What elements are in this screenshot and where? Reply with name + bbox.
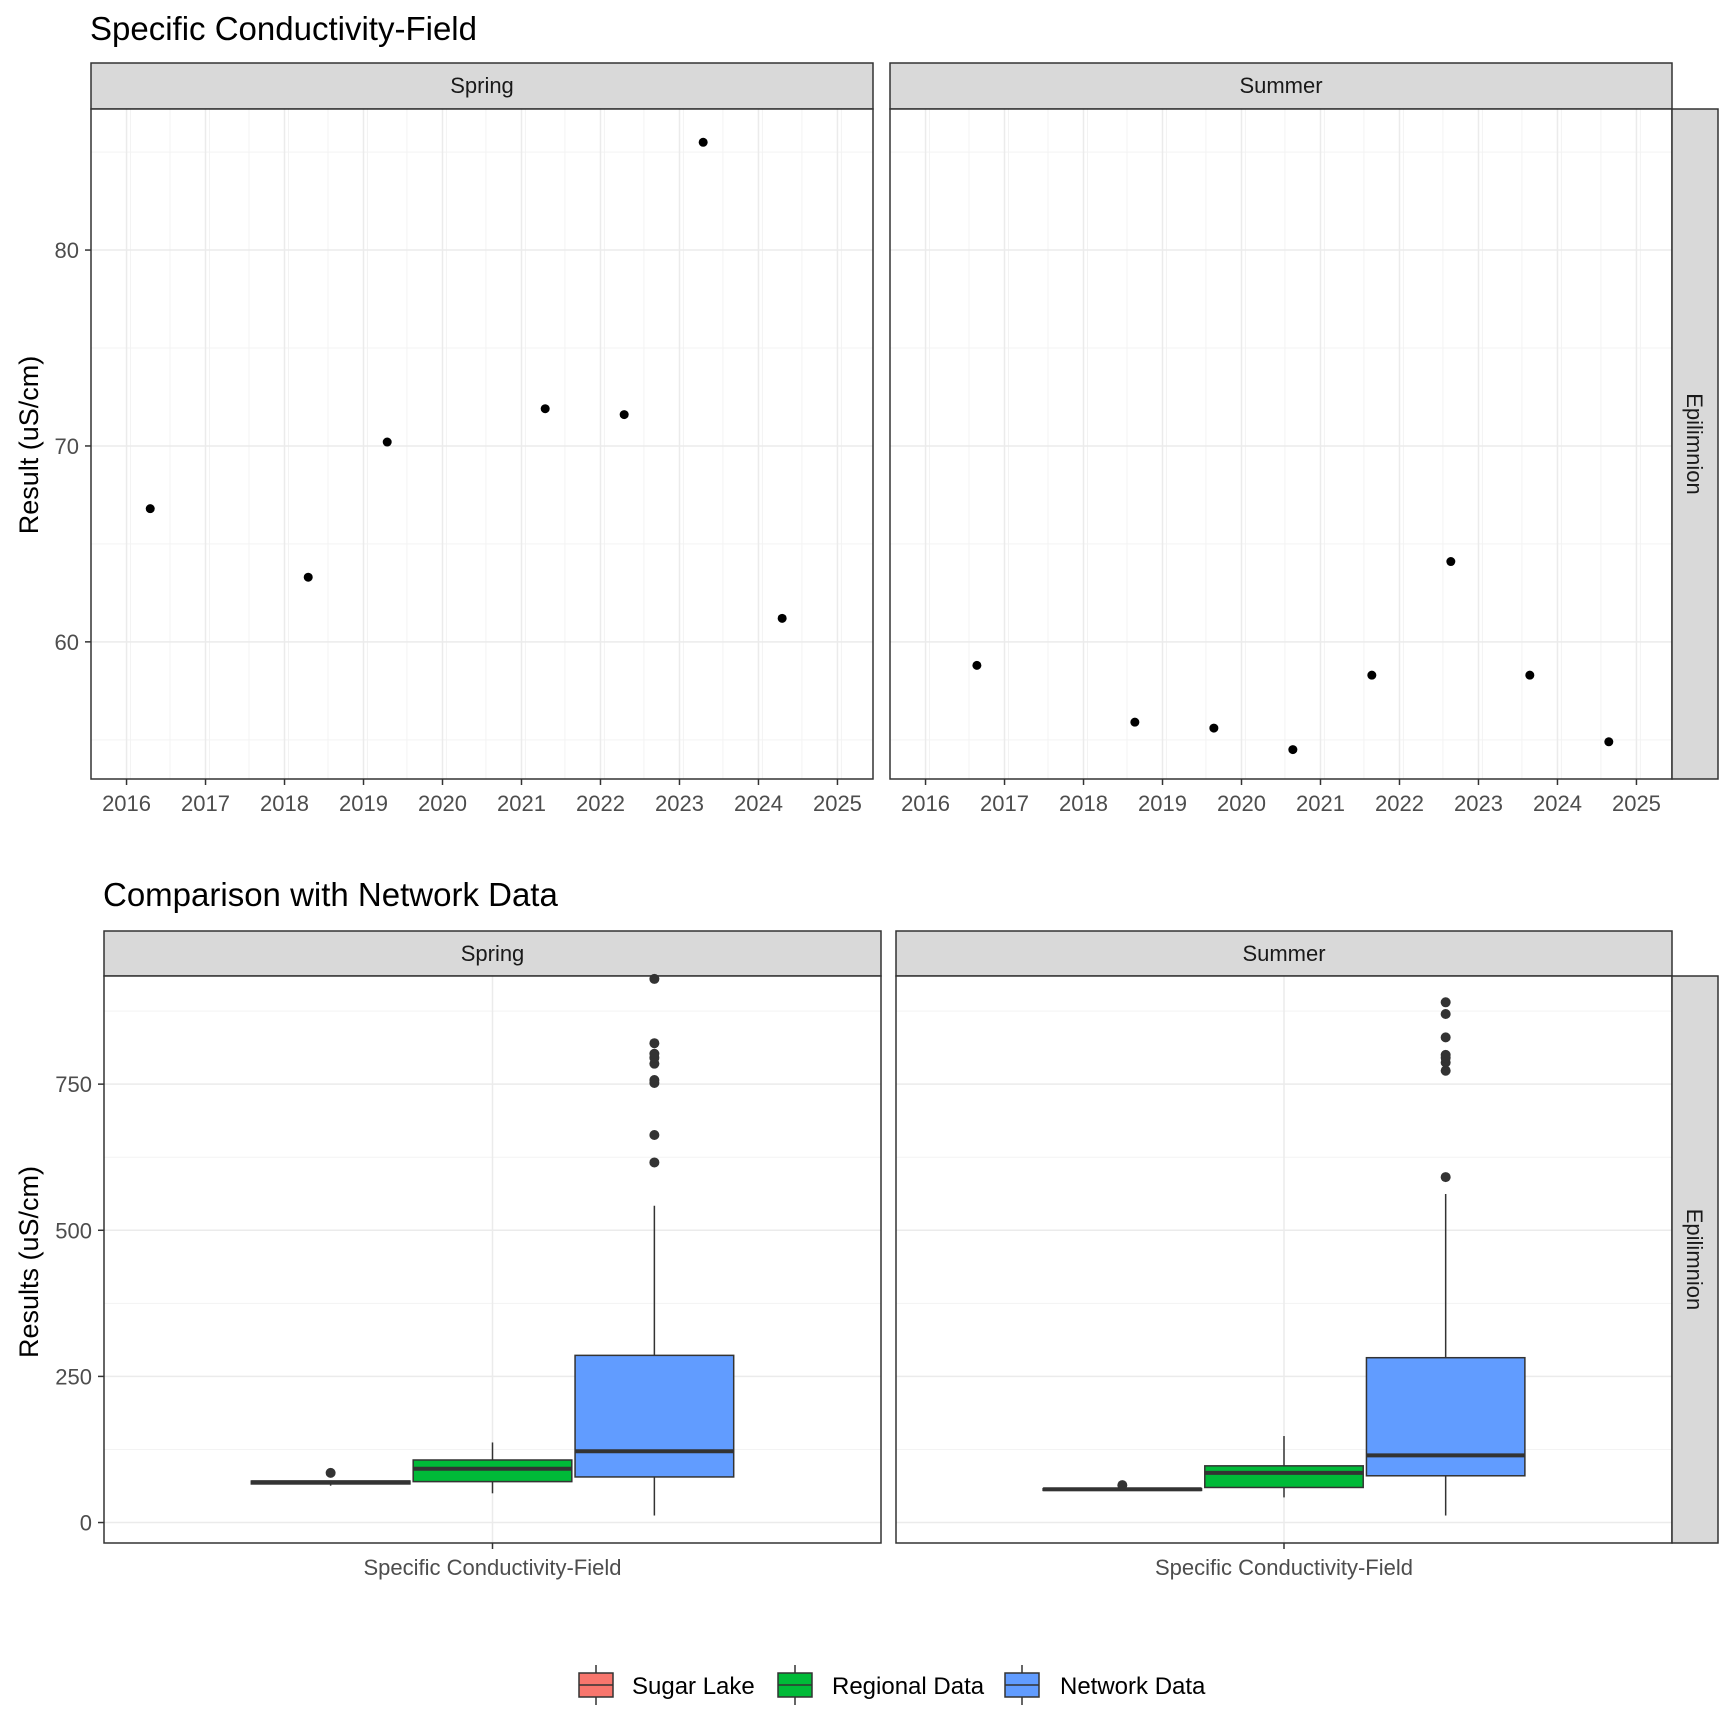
data-point	[972, 660, 982, 670]
facet-strip-label: Summer	[1239, 73, 1322, 98]
data-point	[382, 437, 392, 447]
legend: Sugar Lake Regional Data Network Data	[578, 1665, 1206, 1705]
chart-layer: Spring 2016 2017 2018 2019 2020 2021 2022 2023 20…	[55, 62, 1719, 1580]
facet-strip-spring	[103, 930, 882, 977]
box-outlier	[649, 1129, 660, 1140]
y-tick-label: 750	[55, 1072, 92, 1097]
legend-label: Regional Data	[832, 1673, 985, 1700]
x-tick-label: 2018	[260, 791, 309, 816]
box-network-data	[1365, 1356, 1526, 1477]
facet-strip-summer	[889, 62, 1673, 110]
legend-label: Network Data	[1060, 1673, 1206, 1700]
row-strip	[1671, 108, 1719, 780]
x-tick-label: 2023	[1454, 791, 1503, 816]
x-tick-label: 2017	[980, 791, 1029, 816]
data-point	[145, 504, 155, 514]
x-tick-label: 2022	[1375, 791, 1424, 816]
box-outlier	[1440, 1065, 1451, 1076]
box-outlier	[1440, 1032, 1451, 1043]
box-regional-data	[412, 1459, 573, 1483]
data-point	[698, 137, 708, 147]
legend-label: Sugar Lake	[632, 1673, 755, 1700]
box-outlier	[649, 1048, 660, 1059]
x-tick-label: 2017	[181, 791, 230, 816]
panel-bg	[91, 109, 873, 779]
x-tick-label: 2025	[1612, 791, 1661, 816]
panel-bg	[890, 109, 1672, 779]
facet-strip-summer	[895, 930, 1673, 977]
x-tick-label: Specific Conductivity-Field	[364, 1555, 622, 1580]
box-outlier	[649, 1157, 660, 1168]
y-tick-label: 250	[55, 1364, 92, 1389]
data-point	[540, 404, 550, 414]
x-tick-label: 2019	[1138, 791, 1187, 816]
y-tick-label: 80	[55, 238, 79, 263]
box-network-data	[574, 1354, 735, 1478]
data-point	[1288, 745, 1298, 755]
y-tick-label: 70	[55, 434, 79, 459]
data-point	[777, 613, 787, 623]
data-point	[303, 572, 313, 582]
box-outlier	[1440, 1008, 1451, 1019]
row-strip-label: Epilimnion	[1682, 1209, 1707, 1311]
facet-strip-label: Spring	[461, 941, 525, 966]
x-tick-label: 2024	[734, 791, 783, 816]
x-tick-label: Specific Conductivity-Field	[1155, 1555, 1413, 1580]
box-outlier	[1440, 1049, 1451, 1060]
data-point	[1130, 717, 1140, 727]
box-outlier	[649, 1075, 660, 1086]
panel-border	[90, 108, 874, 780]
x-tick-label: 2022	[576, 791, 625, 816]
x-tick-label: 2024	[1533, 791, 1582, 816]
row-strip	[1671, 975, 1719, 1544]
data-point	[1446, 557, 1456, 567]
top-y-axis-title: Result (uS/cm)	[14, 356, 44, 535]
facet-strip-spring	[90, 62, 874, 110]
box-outlier	[325, 1467, 336, 1478]
x-tick-label: 2025	[813, 791, 862, 816]
data-point	[1209, 723, 1219, 733]
box-outlier	[1440, 1172, 1451, 1183]
x-tick-label: 2016	[102, 791, 151, 816]
x-tick-label: 2020	[418, 791, 467, 816]
x-tick-label: 2021	[497, 791, 546, 816]
bottom-y-axis-title: Results (uS/cm)	[14, 1166, 44, 1358]
facet-strip-label: Spring	[450, 73, 514, 98]
box-outlier	[649, 1038, 660, 1049]
box-outlier	[1440, 997, 1451, 1008]
data-point	[619, 410, 629, 420]
x-tick-label: 2016	[901, 791, 950, 816]
row-strip-label: Epilimnion	[1682, 393, 1707, 495]
x-tick-label: 2023	[655, 791, 704, 816]
facet-strip-label: Summer	[1242, 941, 1325, 966]
y-tick-label: 60	[55, 630, 79, 655]
data-point	[1367, 670, 1377, 680]
top-chart-title: Specific Conductivity-Field	[90, 10, 477, 47]
y-tick-label: 500	[55, 1218, 92, 1243]
panel-border	[103, 975, 882, 1544]
data-point	[1604, 737, 1614, 747]
bottom-chart-title: Comparison with Network Data	[103, 876, 558, 913]
x-tick-label: 2019	[339, 791, 388, 816]
y-tick-label: 0	[80, 1511, 92, 1536]
box-outlier	[1117, 1480, 1128, 1491]
x-tick-label: 2018	[1059, 791, 1108, 816]
x-tick-label: 2020	[1217, 791, 1266, 816]
data-point	[1525, 670, 1535, 680]
box-regional-data	[1204, 1465, 1364, 1489]
x-tick-label: 2021	[1296, 791, 1345, 816]
